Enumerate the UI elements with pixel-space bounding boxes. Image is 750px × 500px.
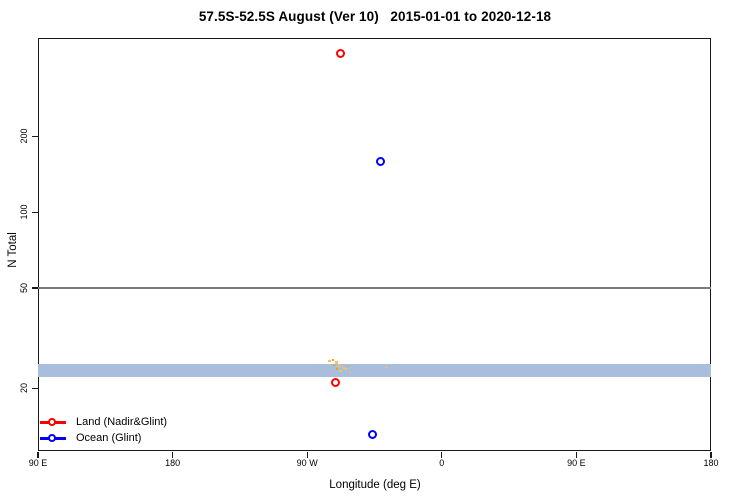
speckle-mark — [384, 367, 388, 369]
legend-marker — [40, 417, 66, 427]
speckle-mark — [339, 370, 343, 373]
speckle-mark — [336, 367, 339, 370]
legend-marker — [40, 433, 66, 443]
x-tick-mark — [575, 451, 578, 458]
y-tick-mark — [31, 387, 38, 389]
legend-item-land: Land (Nadir&Glint) — [40, 414, 167, 430]
data-point-ocean — [368, 430, 377, 440]
speckle-mark — [334, 360, 338, 364]
highlight-band — [38, 363, 711, 377]
chart-title: 57.5S-52.5S August (Ver 10) 2015-01-01 t… — [198, 9, 552, 24]
reference-line-50 — [38, 287, 711, 289]
data-point-ocean — [376, 157, 386, 167]
speckle-mark — [347, 366, 350, 368]
speckle-mark — [327, 359, 331, 362]
y-tick-label: 100 — [19, 204, 29, 220]
speckle-mark — [332, 364, 335, 367]
x-axis-label: Longitude (deg E) — [329, 479, 421, 491]
x-tick-label: 180 — [165, 458, 181, 468]
legend-item-ocean: Ocean (Glint) — [40, 430, 141, 446]
y-tick-mark — [31, 287, 38, 289]
y-tick-mark — [31, 135, 38, 137]
speckle-mark — [348, 371, 351, 373]
x-tick-label: 90 E — [28, 458, 48, 468]
y-axis-label: N Total — [7, 232, 19, 268]
y-tick-label: 200 — [19, 128, 29, 144]
speckle-mark — [332, 358, 335, 361]
x-tick-label: 180 — [703, 458, 719, 468]
x-tick-mark — [306, 451, 308, 458]
speckle-mark — [337, 365, 342, 368]
y-tick-mark — [31, 211, 38, 213]
x-tick-label: 0 — [439, 458, 445, 468]
plot-frame — [38, 38, 711, 451]
data-point-land — [336, 48, 346, 58]
y-tick-label: 50 — [19, 282, 29, 294]
data-point-land — [331, 377, 341, 387]
legend-circle-icon — [48, 417, 56, 426]
x-tick-mark — [172, 451, 174, 458]
x-tick-mark — [710, 451, 712, 458]
x-tick-label: 90 E — [567, 458, 586, 468]
legend-label: Ocean (Glint) — [76, 432, 142, 444]
x-tick-label: 90 W — [296, 458, 318, 468]
speckle-mark — [341, 366, 345, 369]
x-tick-mark — [441, 451, 443, 458]
y-tick-label: 20 — [19, 383, 29, 394]
plot-area: Land (Nadir&Glint) Ocean (Glint) — [38, 38, 711, 451]
speckle-mark — [345, 367, 348, 370]
legend-label: Land (Nadir&Glint) — [76, 416, 168, 428]
x-tick-mark — [37, 451, 39, 458]
legend-circle-icon — [48, 433, 56, 442]
